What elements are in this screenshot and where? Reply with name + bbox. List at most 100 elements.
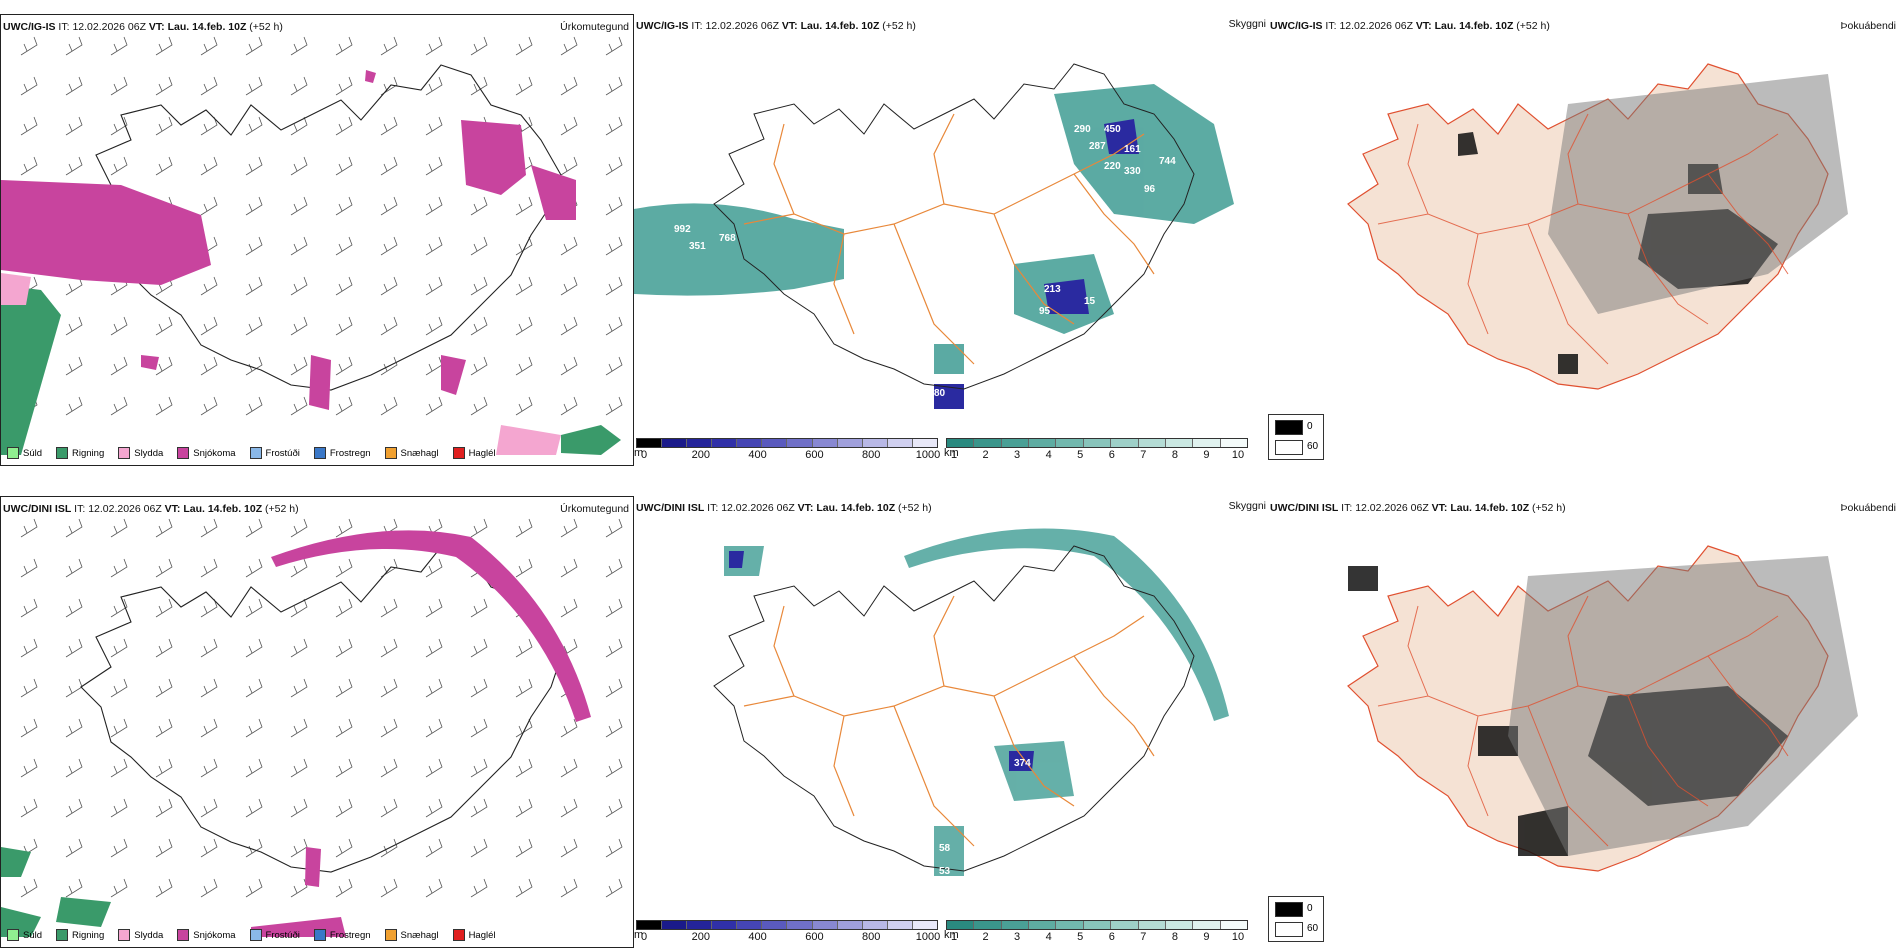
cloud-value-label: 15	[1084, 296, 1096, 307]
legend-label: Súld	[23, 447, 43, 459]
panel-header: UWC/IG-IS IT: 12.02.2026 06Z VT: Lau. 14…	[636, 20, 916, 32]
legend-label: Rigning	[72, 929, 105, 941]
colorbar-cell	[1111, 439, 1139, 447]
cloud-value-label: 53	[939, 866, 951, 877]
legend-label: Slydda	[134, 447, 164, 459]
colorbar-cell	[687, 921, 713, 929]
colorbar-cell	[1056, 439, 1084, 447]
precip-panel-bottom: UWC/DINI ISL IT: 12.02.2026 06Z VT: Lau.…	[0, 496, 634, 948]
colorbar-cell	[637, 921, 663, 929]
colorbar-tick: 1000	[915, 449, 941, 461]
colorbar-cell	[637, 439, 663, 447]
panel-title: Úrkomutegund	[560, 21, 629, 33]
legend-item: Frostregn	[313, 929, 371, 941]
visibility-areas	[634, 84, 1234, 374]
colorbar-cell	[787, 439, 813, 447]
colorbar-cell	[1138, 439, 1166, 447]
legend-item: Haglél	[452, 929, 496, 941]
visibility-colorbar: 1 2 3 4 5 6 7 8 9 10 km	[944, 438, 1248, 463]
sleet-areas	[1, 273, 561, 455]
colorbar-tick: 6	[1108, 449, 1115, 461]
colorbar-cell	[1138, 921, 1166, 929]
colorbar-tick: 200	[691, 449, 710, 461]
panel-title: Þokuábendi	[1840, 502, 1896, 514]
cloud-value-label: 287	[1089, 141, 1106, 152]
cloud-value-label: 58	[939, 843, 951, 854]
precip-map	[1, 36, 623, 455]
legend-swatch	[249, 929, 262, 941]
cloud-value-labels: 374 58 53	[939, 758, 1031, 877]
colorbar-cell	[862, 439, 888, 447]
colorbar-tick: 1	[950, 931, 958, 943]
colorbar-cell	[737, 439, 763, 447]
colorbar-cell	[887, 439, 913, 447]
colorbar-cell	[1165, 439, 1194, 447]
legend-label: Frostúði	[265, 447, 300, 459]
legend-swatch	[56, 447, 69, 459]
snow-areas	[251, 530, 591, 937]
colorbar-cell	[862, 921, 888, 929]
wind-barbs	[20, 36, 623, 416]
colorbar-cell	[837, 439, 863, 447]
legend-swatch	[56, 929, 69, 941]
colorbar-cell	[662, 921, 688, 929]
colorbar-tick: 1	[950, 449, 958, 461]
low-cloud-areas	[934, 119, 1139, 409]
colorbar-cell	[712, 921, 738, 929]
colorbar-tick: 400	[748, 931, 767, 943]
legend-label: Haglél	[468, 447, 496, 459]
colorbar-tick: 5	[1077, 931, 1084, 943]
colorbar-cell	[947, 439, 975, 447]
colorbar-cell	[1056, 921, 1084, 929]
visibility-colorbar: 1 2 3 4 5 6 7 8 9 10 km	[944, 920, 1248, 945]
legend-swatch	[7, 447, 19, 459]
low-cloud-areas	[729, 551, 1034, 771]
cloudbase-colorbar: 0 200 400 600 800 1000 m	[634, 438, 941, 463]
colorbar-cell	[812, 921, 838, 929]
panel-header: UWC/DINI ISL IT: 12.02.2026 06Z VT: Lau.…	[3, 503, 299, 515]
colorbar-cell	[1220, 439, 1247, 447]
fog-map	[1347, 63, 1848, 390]
legend-swatch	[249, 447, 262, 459]
legend-swatch	[384, 929, 397, 941]
legend-label: Súld	[23, 929, 43, 941]
legend-item: Slydda	[118, 929, 163, 941]
colorbar-tick: 4	[1045, 931, 1052, 943]
legend-item: Frostúði	[249, 929, 300, 941]
legend-item: Snæhagl	[384, 929, 439, 941]
legend-item: Slydda	[118, 447, 163, 459]
legend-swatch	[452, 447, 465, 459]
legend-swatch	[118, 447, 131, 459]
cloud-value-label: 992	[674, 224, 691, 235]
colorbar-tick: 600	[805, 449, 824, 461]
panel-title: Skyggni	[1228, 18, 1266, 30]
cloud-value-label: 290	[1074, 124, 1091, 135]
colorbar-tick: 6	[1108, 931, 1115, 943]
colorbar-cell	[737, 921, 763, 929]
legend-item: Súld	[7, 447, 42, 459]
colorbar-cell	[712, 439, 738, 447]
colorbar-cell	[1220, 921, 1247, 929]
cloud-value-label: 450	[1104, 124, 1121, 135]
iceland-outline	[713, 63, 1195, 390]
colorbar-cell	[837, 921, 863, 929]
legend-item: Snæhagl	[384, 447, 439, 459]
colorbar-cell	[912, 439, 937, 447]
legend-item: Rigning	[56, 447, 104, 459]
cloud-value-label: 351	[689, 241, 706, 252]
colorbar-tick: 1000	[915, 931, 941, 943]
colorbar-cell	[912, 921, 937, 929]
legend-swatch	[313, 447, 326, 459]
colorbar-tick: 200	[691, 931, 710, 943]
legend-item: Frostúði	[249, 447, 300, 459]
legend-item: Súld	[7, 929, 42, 941]
fog-legend-swatch-60	[1275, 922, 1303, 937]
cloud-value-label: 80	[934, 388, 946, 399]
cloud-map: 374 58 53	[713, 528, 1229, 877]
iceland-outline	[713, 545, 1195, 872]
legend-label: Snjókoma	[193, 929, 236, 941]
colorbar-cell	[1029, 439, 1057, 447]
colorbar-cell	[1083, 439, 1112, 447]
panel-header: UWC/DINI ISL IT: 12.02.2026 06Z VT: Lau.…	[1270, 502, 1566, 514]
